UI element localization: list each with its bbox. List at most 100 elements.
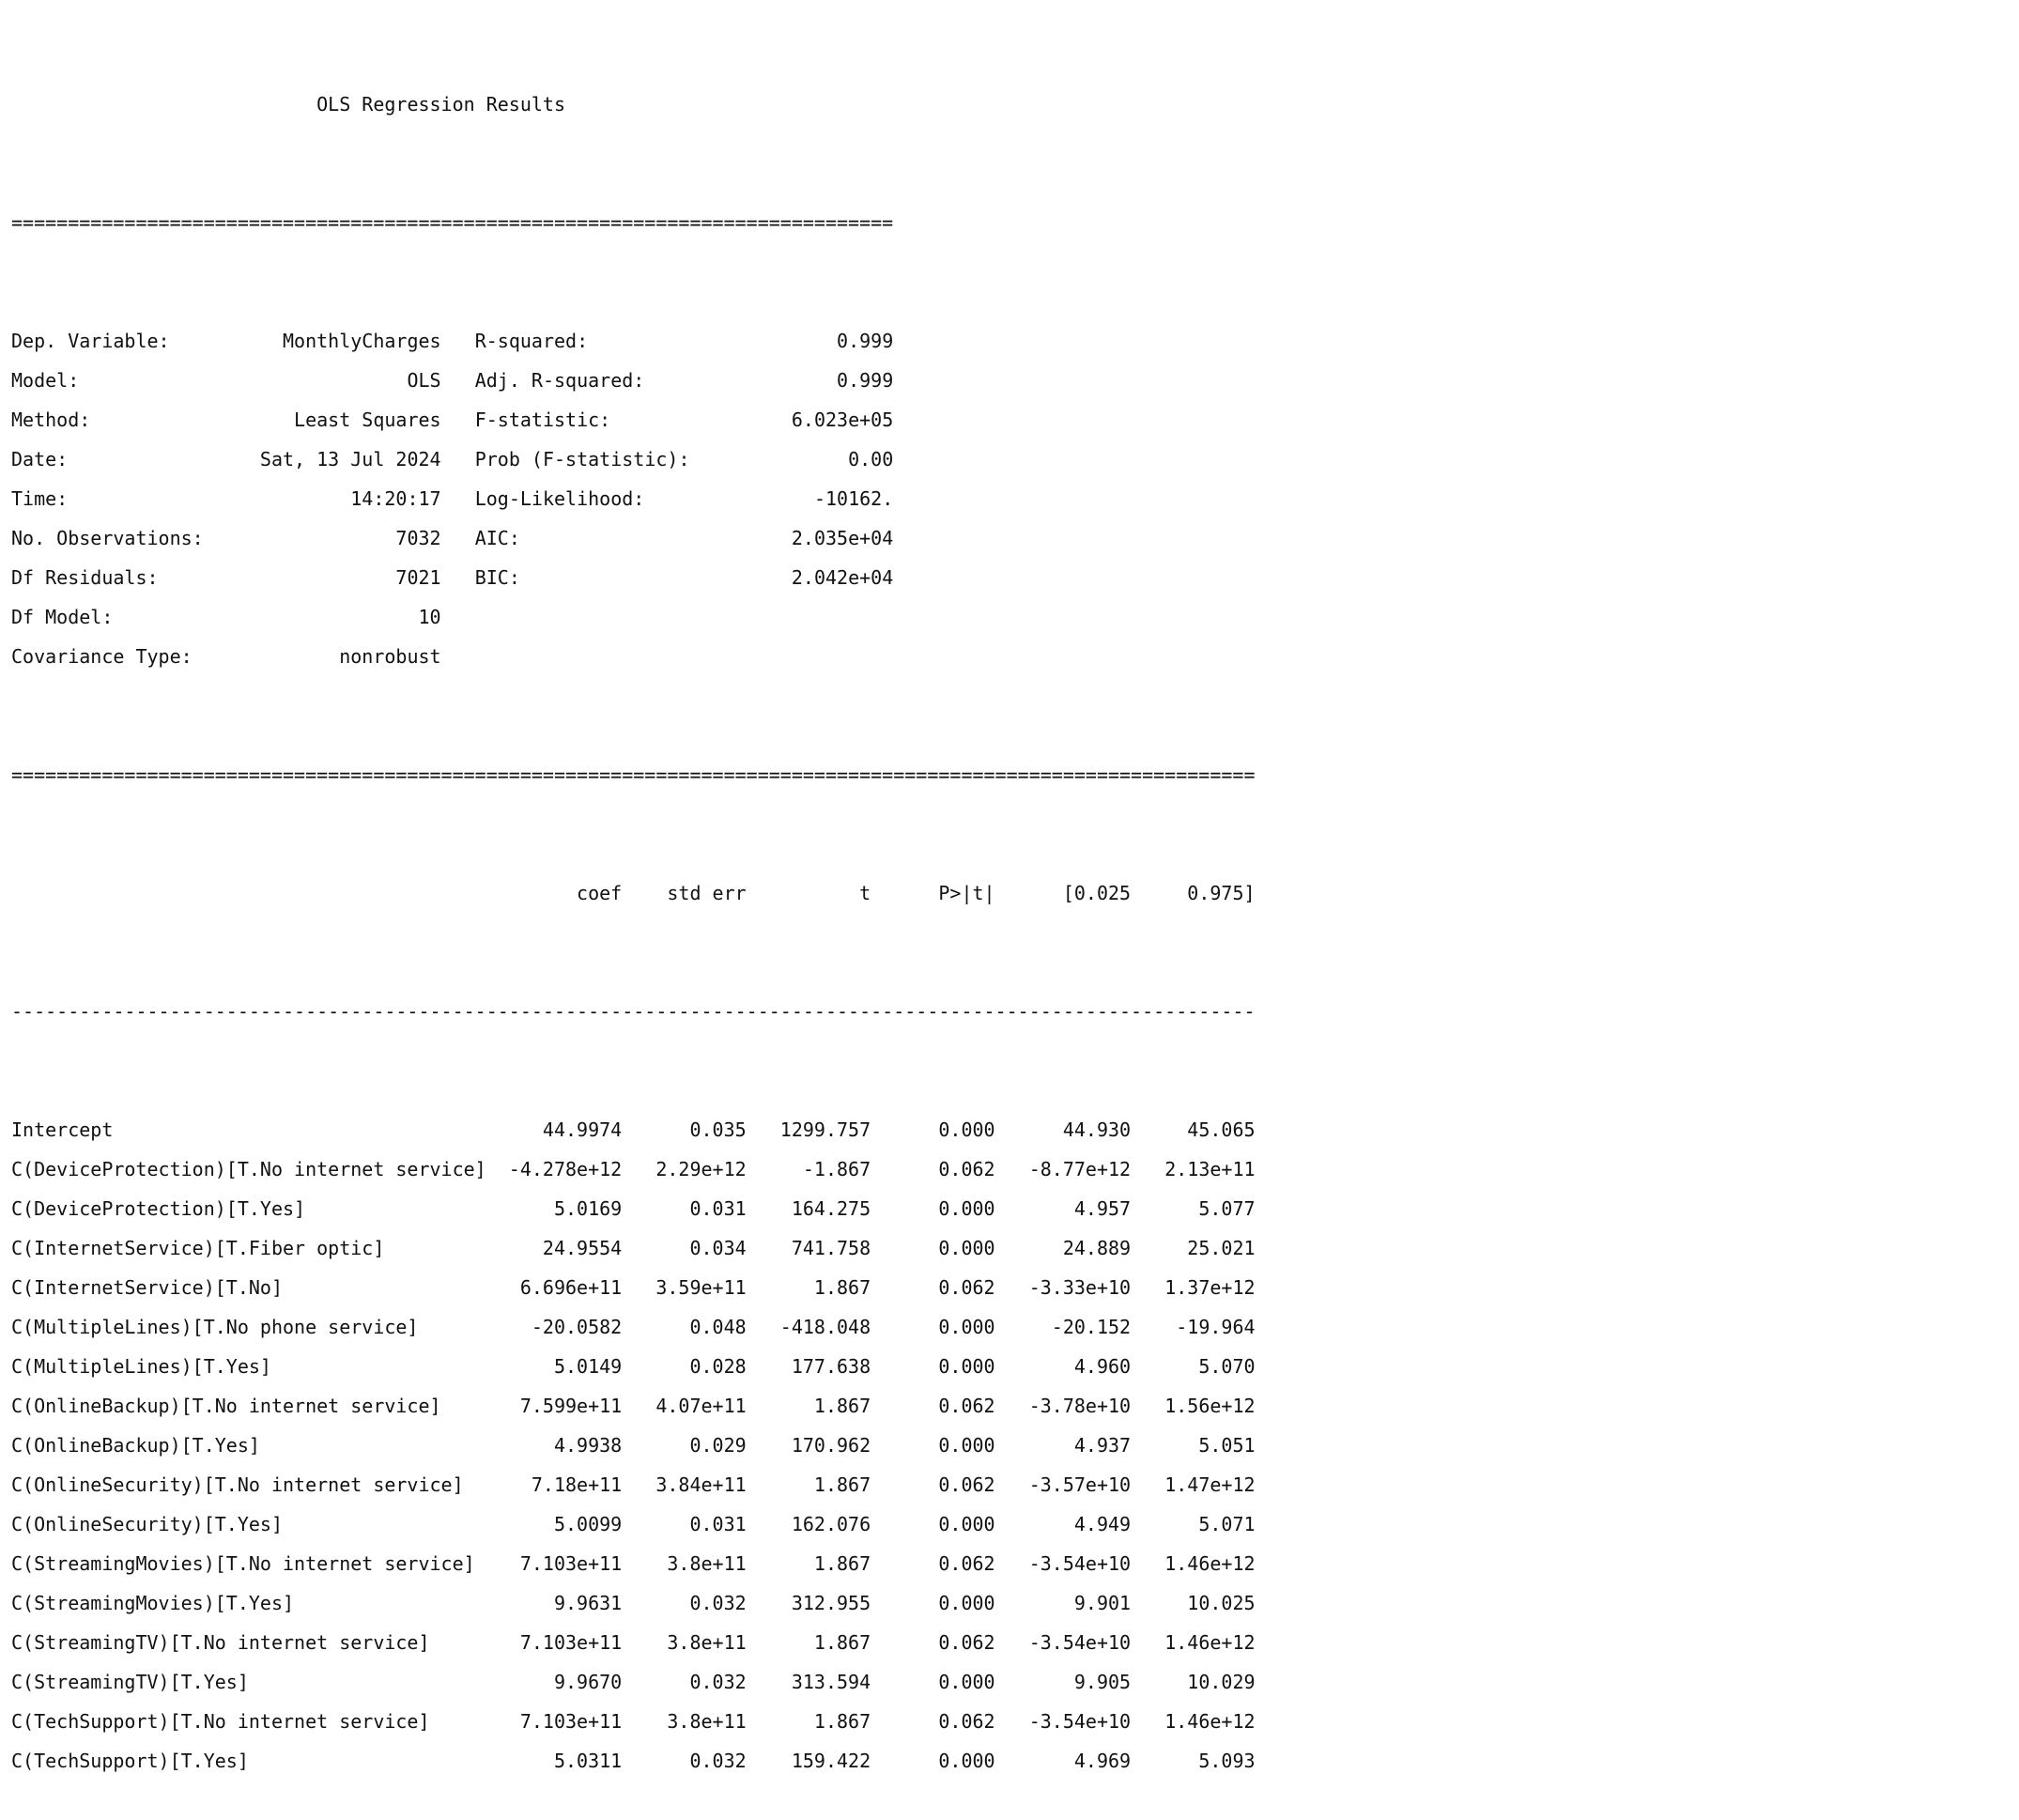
coef-value: 9.9631 [497, 1592, 623, 1614]
table-row: C(MultipleLines)[T.Yes] 5.0149 0.028 177… [11, 1347, 2019, 1386]
coef-p: 0.000 [871, 1355, 995, 1378]
coef-p: 0.000 [871, 1671, 995, 1693]
table-row: C(OnlineBackup)[T.Yes] 4.9938 0.029 170.… [11, 1426, 2019, 1465]
summary-value: nonrobust [214, 645, 441, 668]
coef-p: 0.000 [871, 1118, 995, 1141]
coef-value: -4.278e+12 [497, 1158, 623, 1180]
coef-p: 0.062 [871, 1158, 995, 1180]
summary-value: Least Squares [214, 409, 441, 431]
table-row: C(OnlineBackup)[T.No internet service] 7… [11, 1386, 2019, 1426]
summary-value: 14:20:17 [214, 487, 441, 510]
coef-p: 0.062 [871, 1631, 995, 1654]
table-row: C(MultipleLines)[T.No phone service] -20… [11, 1307, 2019, 1347]
summary-label: No. Observations: [11, 527, 215, 549]
coef-header-row: coef std err t P>|t| [0.025 0.975] [11, 873, 2019, 913]
summary-stat-label: AIC: [474, 527, 735, 549]
header-coef: coef [497, 882, 623, 904]
coef-ci-low: -3.78e+10 [994, 1395, 1132, 1417]
table-row: C(InternetService)[T.Fiber optic] 24.955… [11, 1228, 2019, 1268]
table-row: C(DeviceProtection)[T.No internet servic… [11, 1149, 2019, 1189]
coef-p: 0.000 [871, 1592, 995, 1614]
coef-ci-low: -8.77e+12 [994, 1158, 1132, 1180]
coef-t: -418.048 [746, 1316, 871, 1338]
coef-p: 0.062 [871, 1473, 995, 1496]
coef-name: C(OnlineBackup)[T.No internet service] [11, 1395, 498, 1417]
coef-ci-low: 9.905 [994, 1671, 1132, 1693]
summary-stat-label: F-statistic: [474, 409, 735, 431]
coef-ci-high: 5.070 [1131, 1355, 1256, 1378]
summary-gap [441, 409, 475, 431]
table-row: C(OnlineSecurity)[T.Yes] 5.0099 0.031 16… [11, 1504, 2019, 1544]
coef-ci-high: 1.46e+12 [1131, 1710, 1256, 1733]
table-row: C(StreamingMovies)[T.No internet service… [11, 1544, 2019, 1583]
coef-ci-low: -3.54e+10 [994, 1710, 1132, 1733]
summary-row: Time: 14:20:17 Log-Likelihood: -10162. [11, 479, 2019, 518]
summary-stat-value: -10162. [734, 487, 894, 510]
coef-value: -20.0582 [497, 1316, 623, 1338]
coef-name: C(InternetService)[T.No] [11, 1276, 498, 1299]
coef-ci-low: 24.889 [994, 1237, 1132, 1259]
header-p: P>|t| [871, 882, 995, 904]
coef-value: 5.0169 [497, 1197, 623, 1220]
coef-ci-high: 5.077 [1131, 1197, 1256, 1220]
summary-stat-label: R-squared: [474, 330, 735, 352]
coef-t: 1.867 [746, 1710, 871, 1733]
report-title-line: OLS Regression Results [11, 85, 2019, 124]
coef-std-err: 3.8e+11 [622, 1631, 747, 1654]
coef-value: 7.18e+11 [497, 1473, 623, 1496]
coef-std-err: 0.031 [622, 1513, 747, 1535]
coef-name: C(MultipleLines)[T.Yes] [11, 1355, 498, 1378]
coef-std-err: 2.29e+12 [622, 1158, 747, 1180]
coef-ci-high: 5.051 [1131, 1434, 1256, 1457]
coef-ci-low: 4.949 [994, 1513, 1132, 1535]
summary-value: 10 [214, 606, 441, 628]
coef-std-err: 3.59e+11 [622, 1276, 747, 1299]
coef-name: C(StreamingTV)[T.Yes] [11, 1671, 498, 1693]
coef-ci-low: -3.54e+10 [994, 1631, 1132, 1654]
coef-p: 0.062 [871, 1276, 995, 1299]
coef-std-err: 0.032 [622, 1671, 747, 1693]
coef-ci-high: 1.56e+12 [1131, 1395, 1256, 1417]
separator-top: ========================================… [11, 211, 894, 234]
coef-p: 0.062 [871, 1552, 995, 1575]
coef-ci-low: 4.957 [994, 1197, 1132, 1220]
coef-std-err: 3.8e+11 [622, 1710, 747, 1733]
coef-t: 313.594 [746, 1671, 871, 1693]
coef-ci-low: -20.152 [994, 1316, 1132, 1338]
summary-value: MonthlyCharges [214, 330, 441, 352]
coef-name: C(MultipleLines)[T.No phone service] [11, 1316, 498, 1338]
coef-name: C(TechSupport)[T.No internet service] [11, 1710, 498, 1733]
coef-value: 4.9938 [497, 1434, 623, 1457]
summary-stat-label: Prob (F-statistic): [474, 448, 735, 470]
table-row: C(TechSupport)[T.No internet service] 7.… [11, 1702, 2019, 1741]
coef-name: C(DeviceProtection)[T.No internet servic… [11, 1158, 498, 1180]
coef-p: 0.000 [871, 1237, 995, 1259]
summary-stat-label: BIC: [474, 566, 735, 589]
coef-std-err: 0.035 [622, 1118, 747, 1141]
header-ci-low: [0.025 [994, 882, 1132, 904]
coef-value: 5.0311 [497, 1750, 623, 1772]
coef-ci-low: 9.901 [994, 1592, 1132, 1614]
summary-stat-value: 2.035e+04 [734, 527, 894, 549]
coef-p: 0.000 [871, 1197, 995, 1220]
coef-std-err: 3.8e+11 [622, 1552, 747, 1575]
table-row: Intercept 44.9974 0.035 1299.757 0.000 4… [11, 1110, 2019, 1149]
coef-name: C(StreamingMovies)[T.Yes] [11, 1592, 498, 1614]
coef-name: C(StreamingMovies)[T.No internet service… [11, 1552, 498, 1575]
coef-t: 312.955 [746, 1592, 871, 1614]
coef-ci-low: 4.960 [994, 1355, 1132, 1378]
summary-gap [441, 487, 475, 510]
header-t: t [746, 882, 871, 904]
summary-row: Df Residuals: 7021 BIC: 2.042e+04 [11, 558, 2019, 597]
summary-row: Method: Least Squares F-statistic: 6.023… [11, 400, 2019, 440]
coef-value: 7.599e+11 [497, 1395, 623, 1417]
coef-std-err: 3.84e+11 [622, 1473, 747, 1496]
coef-name: Intercept [11, 1118, 498, 1141]
summary-stat-value: 6.023e+05 [734, 409, 894, 431]
summary-stat-value: 0.999 [734, 369, 894, 392]
coef-ci-low: -3.54e+10 [994, 1552, 1132, 1575]
coef-name: C(InternetService)[T.Fiber optic] [11, 1237, 498, 1259]
coef-t: 177.638 [746, 1355, 871, 1378]
summary-label: Model: [11, 369, 215, 392]
